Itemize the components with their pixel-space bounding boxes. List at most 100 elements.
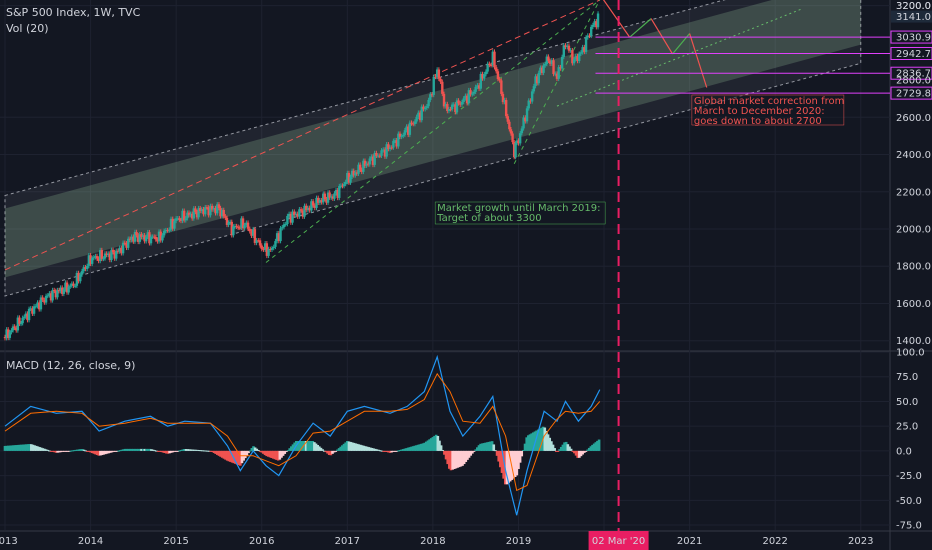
candle-body — [581, 47, 584, 53]
macd-histogram-bar — [239, 450, 242, 466]
macd-histogram-bar — [474, 449, 477, 451]
macd-histogram-bar — [243, 450, 247, 459]
price-tag-box — [890, 66, 932, 80]
macd-histogram-bar — [110, 450, 114, 453]
macd-histogram-bar — [225, 450, 229, 461]
macd-histogram-bar — [441, 450, 445, 452]
macd-tick-label: -75.0 — [896, 521, 922, 532]
candle-body — [311, 201, 315, 206]
macd-histogram-bar — [390, 450, 394, 453]
macd-histogram-bar — [403, 448, 407, 451]
candle-body — [294, 213, 298, 216]
macd-histogram-bar — [387, 450, 390, 453]
candle-body — [467, 90, 471, 104]
candle-body — [121, 242, 125, 254]
green-projection — [556, 8, 802, 107]
macd-histogram-bar — [207, 450, 211, 452]
candle-body — [474, 86, 477, 92]
macd-histogram-bar — [143, 448, 147, 451]
candle-body — [281, 227, 284, 229]
macd-histogram-bar — [530, 433, 533, 451]
macd-histogram-bar — [336, 449, 339, 451]
candle-body — [80, 271, 84, 275]
macd-histogram-bar — [56, 450, 59, 453]
candle-body — [5, 329, 8, 339]
candle-body — [562, 45, 566, 57]
candle-body — [333, 193, 336, 199]
macd-histogram-bar — [275, 450, 278, 460]
macd-histogram-bar — [257, 450, 260, 452]
macd-histogram-bar — [467, 450, 471, 458]
candle-body — [435, 69, 439, 77]
macd-histogram-bar — [561, 444, 565, 451]
candle-body — [427, 99, 430, 107]
candle-body — [318, 200, 322, 203]
macd-histogram-bar — [523, 443, 527, 451]
candle-body — [462, 98, 465, 103]
candle-body — [100, 250, 104, 259]
candle-body — [69, 285, 72, 287]
y-tick-label: 1800.0 — [896, 262, 931, 273]
candle-body — [143, 235, 146, 242]
macd-histogram-bar — [245, 450, 249, 456]
projection-arrow — [629, 18, 652, 38]
macd-histogram-bar — [286, 450, 290, 452]
macd-histogram-bar — [375, 449, 379, 451]
candle-body — [293, 211, 296, 216]
macd-histogram-bar — [150, 449, 153, 451]
candle-body — [123, 242, 127, 244]
candle-body — [296, 213, 299, 217]
macd-histogram-bar — [429, 438, 433, 451]
macd-histogram-bar — [489, 441, 492, 451]
x-tick-label: 2013 — [0, 536, 18, 547]
candle-body — [89, 255, 92, 264]
candle-body — [3, 336, 7, 339]
candle-body — [406, 126, 410, 135]
macd-histogram-bar — [377, 449, 380, 451]
macd-histogram-bar — [452, 450, 456, 470]
macd-histogram-bar — [490, 441, 494, 451]
candle-body — [559, 67, 562, 69]
macd-histogram-bar — [584, 450, 588, 452]
macd-histogram-bar — [425, 441, 428, 451]
macd-histogram-bar — [100, 450, 104, 456]
macd-histogram-bar — [372, 448, 375, 451]
candle-body — [108, 253, 112, 260]
macd-histogram-bar — [102, 450, 106, 455]
candle-body — [84, 267, 87, 269]
candle-body — [151, 236, 154, 238]
outer-channel — [4, 0, 862, 297]
candle-body — [128, 238, 132, 240]
candle-body — [116, 250, 120, 252]
candle-body — [21, 317, 24, 324]
candle-body — [496, 71, 500, 80]
candle-body — [455, 100, 459, 113]
macd-histogram-bar — [306, 441, 310, 451]
macd-histogram-bar — [578, 450, 581, 458]
macd-tick-label: 0.0 — [896, 446, 912, 457]
candle-body — [567, 45, 571, 51]
macd-histogram-bar — [214, 450, 217, 454]
candle-body — [413, 121, 417, 125]
macd-histogram-bar — [484, 442, 487, 451]
macd-histogram-bar — [471, 450, 474, 454]
candle-body — [564, 45, 567, 48]
macd-histogram-bar — [326, 450, 329, 454]
macd-histogram-bar — [74, 449, 78, 451]
macd-histogram-bar — [209, 450, 213, 452]
macd-histogram-bar — [380, 450, 384, 452]
candle-body — [542, 65, 545, 73]
macd-histogram-bar — [401, 449, 405, 451]
macd-histogram-bar — [18, 444, 22, 451]
macd-histogram-bar — [362, 445, 366, 451]
candle-body — [207, 207, 210, 216]
candle-body — [251, 229, 255, 236]
macd-histogram-bar — [181, 449, 185, 451]
candle-body — [246, 222, 250, 229]
candle-body — [365, 163, 368, 166]
candle-body — [380, 150, 383, 156]
macd-histogram-bar — [92, 450, 96, 454]
macd-histogram-bar — [220, 450, 224, 458]
candle-body — [31, 308, 34, 314]
